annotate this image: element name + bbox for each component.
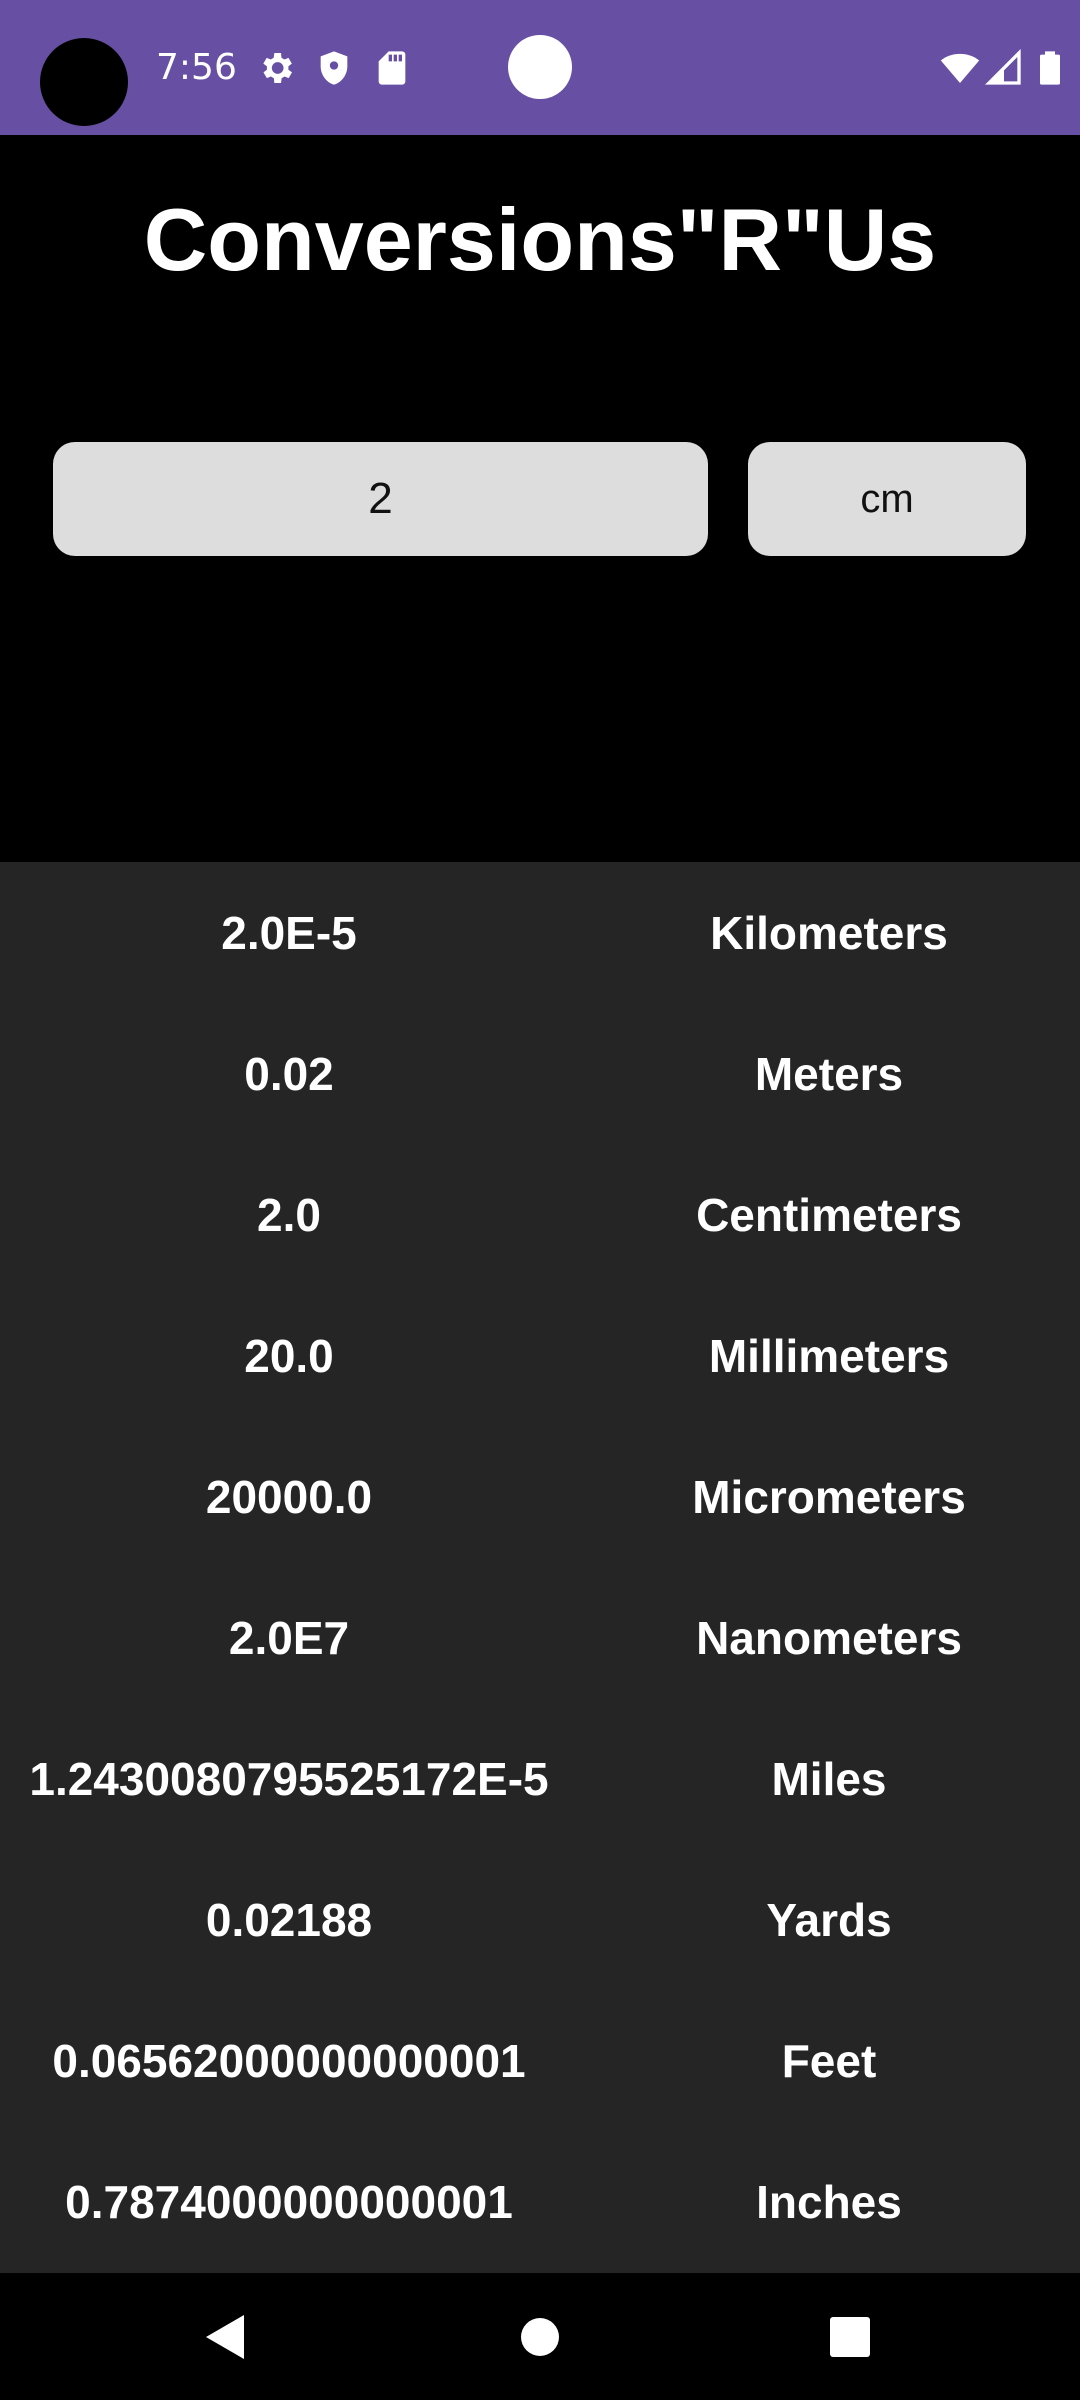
result-unit-label: Yards	[766, 1893, 892, 1946]
sd-card-icon	[378, 51, 406, 85]
result-unit-label: Millimeters	[708, 1329, 950, 1382]
result-row: 0.02188 Yards	[0, 1849, 1080, 1990]
result-row: 2.0E-5 Kilometers	[0, 862, 1080, 1003]
result-value: 0.06562000000000001	[52, 2034, 526, 2087]
result-row: 0.02 Meters	[0, 1003, 1080, 1144]
back-button[interactable]	[166, 2273, 286, 2400]
result-value: 20000.0	[205, 1470, 373, 1523]
result-value: 20.0	[244, 1329, 334, 1382]
status-indicator-dot	[508, 35, 572, 99]
shield-icon	[320, 51, 348, 85]
result-unit-label: Meters	[754, 1047, 904, 1100]
app-title: Conversions"R"Us	[143, 190, 937, 289]
result-value: 1.2430080795525172E-5	[29, 1752, 549, 1805]
result-unit-label: Centimeters	[696, 1188, 962, 1241]
result-unit-label: Miles	[771, 1752, 887, 1805]
status-time: 7:56	[156, 47, 237, 88]
back-icon	[206, 2314, 244, 2359]
result-value: 0.02	[244, 1047, 334, 1100]
result-value: 0.02188	[205, 1893, 373, 1946]
wifi-icon	[940, 53, 980, 83]
result-unit-label: Nanometers	[696, 1611, 962, 1664]
result-unit-label: Kilometers	[710, 906, 948, 959]
unit-selector-button[interactable]: cm	[748, 442, 1026, 556]
result-value: 2.0E-5	[221, 906, 357, 959]
results-list: 2.0E-5 Kilometers 0.02 Meters 2.0 Centim…	[0, 862, 1080, 2273]
result-unit-label: Inches	[756, 2175, 902, 2228]
battery-icon	[1040, 51, 1060, 85]
result-unit-label: Feet	[781, 2034, 877, 2087]
result-row: 20000.0 Micrometers	[0, 1426, 1080, 1567]
recents-button[interactable]	[790, 2273, 910, 2400]
result-row: 2.0E7 Nanometers	[0, 1567, 1080, 1708]
result-row: 2.0 Centimeters	[0, 1144, 1080, 1285]
result-unit-label: Micrometers	[692, 1470, 966, 1523]
settings-icon	[263, 53, 292, 83]
value-input[interactable]	[53, 442, 708, 556]
status-bar: 7:56	[0, 0, 1080, 135]
result-value: 2.0E7	[228, 1611, 350, 1664]
result-row: 1.2430080795525172E-5 Miles	[0, 1708, 1080, 1849]
home-icon	[521, 2317, 559, 2356]
navigation-bar	[0, 2273, 1080, 2400]
result-row: 20.0 Millimeters	[0, 1285, 1080, 1426]
signal-icon	[984, 48, 1021, 85]
camera-cutout	[40, 38, 128, 126]
result-value: 0.7874000000000001	[65, 2175, 513, 2228]
result-row: 0.06562000000000001 Feet	[0, 1990, 1080, 2131]
recents-icon	[830, 2316, 870, 2357]
result-value: 2.0	[257, 1188, 321, 1241]
home-button[interactable]	[480, 2273, 600, 2400]
result-row: 0.7874000000000001 Inches	[0, 2131, 1080, 2272]
